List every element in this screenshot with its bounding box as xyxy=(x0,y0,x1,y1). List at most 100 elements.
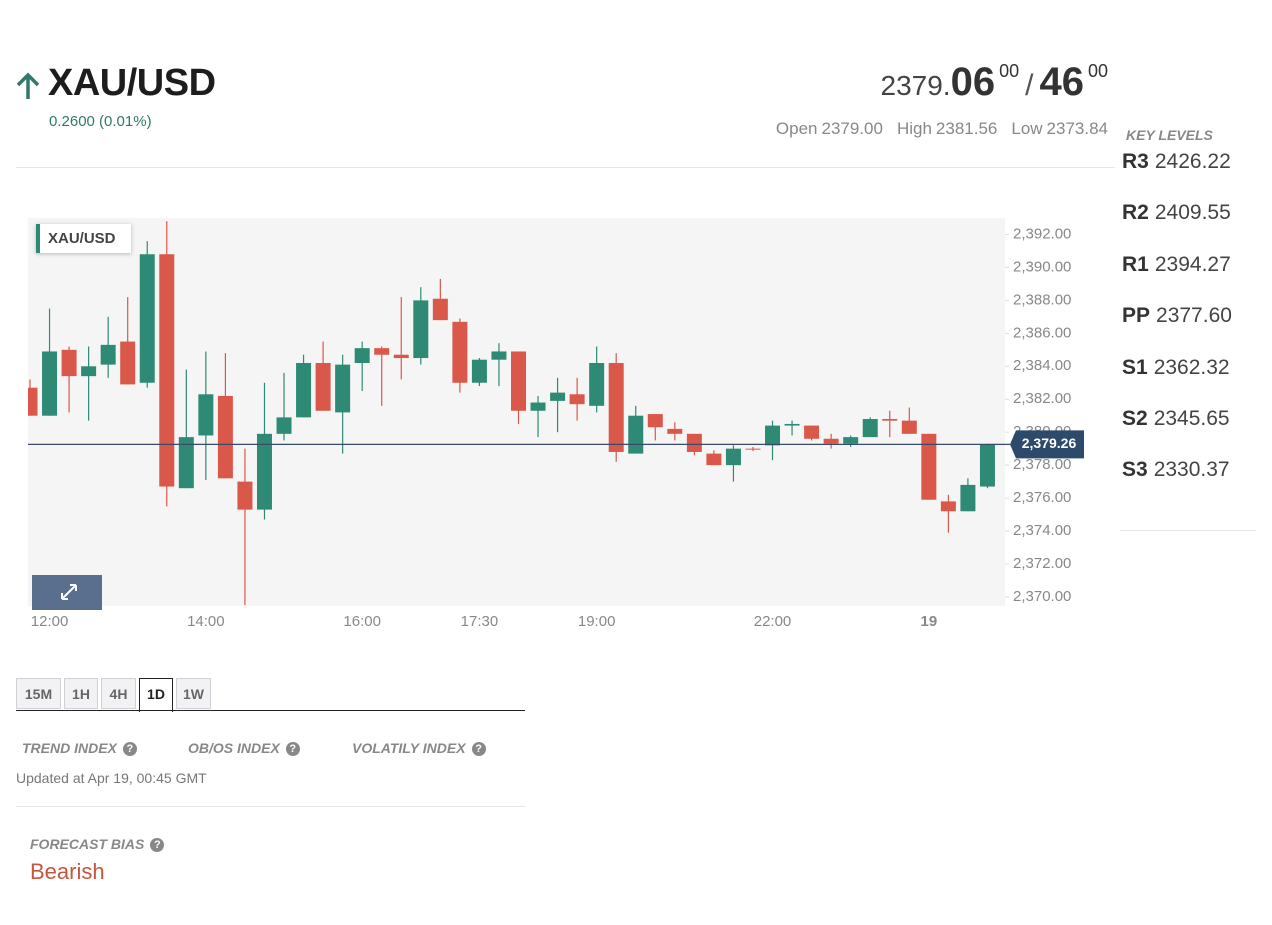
last-price-box xyxy=(1010,430,1084,459)
candle-body xyxy=(882,419,898,421)
candle-body xyxy=(491,351,507,360)
candle-body xyxy=(61,349,77,377)
divider xyxy=(16,167,1115,168)
help-icon[interactable]: ? xyxy=(471,742,486,756)
candle-body xyxy=(335,364,351,413)
candle-body xyxy=(315,362,331,411)
low-label: Low xyxy=(1011,119,1043,138)
key-level: S2 2345.65 xyxy=(1122,407,1230,431)
bid-big: 06 xyxy=(950,60,996,104)
bid-main: 2379. xyxy=(880,70,951,101)
candle-body xyxy=(608,362,624,452)
index-label: TREND INDEX? xyxy=(22,740,137,756)
index-label: OB/OS INDEX? xyxy=(188,740,300,756)
candle-body xyxy=(530,402,546,411)
candle-body xyxy=(901,420,917,434)
help-icon[interactable]: ? xyxy=(122,742,137,756)
candle-body xyxy=(843,437,859,444)
candle-body xyxy=(413,300,429,359)
candle-body xyxy=(647,414,663,428)
candle-body xyxy=(354,348,370,363)
high-label: High xyxy=(896,119,932,138)
expand-button[interactable] xyxy=(32,575,102,610)
key-level-label: S3 xyxy=(1122,458,1148,482)
tab[interactable]: 15M xyxy=(16,678,61,709)
help-icon[interactable]: ? xyxy=(285,742,300,756)
up-arrow xyxy=(16,72,40,99)
x-tick-label: 16:00 xyxy=(343,613,381,630)
plot-area xyxy=(28,218,1005,606)
change: 0.2600 (0.01%) xyxy=(49,113,152,130)
candle-body xyxy=(159,254,175,487)
candle-body xyxy=(804,425,820,439)
index-text: OB/OS INDEX xyxy=(188,740,280,756)
last-price-label: 2,379.26 xyxy=(1022,435,1077,451)
key-level: S3 2330.37 xyxy=(1122,458,1230,482)
candle-body xyxy=(960,484,976,512)
forecast-title: FORECAST BIAS? xyxy=(30,836,165,852)
symbol: XAU/USD xyxy=(48,62,216,104)
candle-body xyxy=(237,481,253,510)
ask-small: 00 xyxy=(1087,61,1108,81)
candle-body xyxy=(276,417,292,434)
open-label: Open xyxy=(775,119,818,138)
x-tick-label: 19 xyxy=(920,613,937,630)
candle-body xyxy=(120,341,136,385)
high-value: 2381.56 xyxy=(935,119,998,138)
key-level-value: 2362.32 xyxy=(1153,355,1230,379)
candle-body xyxy=(784,423,800,426)
candle-body xyxy=(823,438,839,444)
y-tick-label: 2,386.00 xyxy=(1013,324,1071,341)
candle-body xyxy=(42,351,58,416)
help-icon[interactable]: ? xyxy=(150,838,165,852)
candle-body xyxy=(862,419,878,438)
candle-body xyxy=(706,453,722,466)
x-tick-label: 14:00 xyxy=(187,613,225,630)
index-label: VOLATILY INDEX? xyxy=(352,740,486,756)
legend-swatch xyxy=(36,224,40,253)
y-tick-label: 2,382.00 xyxy=(1013,390,1071,407)
candle-body xyxy=(667,428,683,434)
key-level: R3 2426.22 xyxy=(1122,150,1231,174)
candle-body xyxy=(452,321,468,383)
key-level: PP 2377.60 xyxy=(1122,304,1232,328)
candle-body xyxy=(686,433,702,452)
ask-big: 46 xyxy=(1039,60,1084,104)
tab[interactable]: 1W xyxy=(176,678,211,709)
key-level-value: 2330.37 xyxy=(1153,458,1230,482)
tab[interactable]: 4H xyxy=(101,678,136,709)
candle-body xyxy=(217,395,233,479)
ohl: Open 2379.00 High 2381.56 Low 2373.84 xyxy=(772,119,1108,139)
price: 2379.06 00/46 00 xyxy=(881,60,1108,105)
candle-body xyxy=(550,392,566,401)
key-level-value: 2377.60 xyxy=(1156,304,1232,328)
y-tick-label: 2,378.00 xyxy=(1013,456,1071,473)
y-tick-label: 2,370.00 xyxy=(1013,588,1071,605)
y-tick-label: 2,384.00 xyxy=(1013,357,1071,374)
candle-body xyxy=(296,362,312,418)
tab[interactable]: 1D xyxy=(139,678,173,712)
separator: / xyxy=(1025,69,1034,102)
tab[interactable]: 1H xyxy=(64,678,98,709)
candle-body xyxy=(511,351,526,411)
bid-small: 00 xyxy=(999,61,1020,81)
key-level-label: R2 xyxy=(1122,201,1149,225)
legend-label: XAU/USD xyxy=(48,230,116,247)
legend-box xyxy=(36,224,131,253)
candle-body xyxy=(725,448,741,466)
chart: XAU/USD 2,370.00 2,372.00 2,374.00 2,376.00… xyxy=(28,218,1084,630)
key-level-label: S2 xyxy=(1122,407,1148,430)
key-level-value: 2409.55 xyxy=(1154,201,1231,225)
low-value: 2373.84 xyxy=(1046,119,1108,138)
key-level-value: 2426.22 xyxy=(1154,150,1231,173)
candle-body xyxy=(921,433,937,500)
candle-body xyxy=(628,415,644,454)
divider xyxy=(16,806,525,807)
y-tick-label: 2,376.00 xyxy=(1013,489,1071,506)
x-tick-label: 22:00 xyxy=(754,613,792,630)
candle-body xyxy=(393,354,409,359)
updated: Updated at Apr 19, 00:45 GMT xyxy=(16,770,207,786)
candle-body xyxy=(765,425,781,446)
